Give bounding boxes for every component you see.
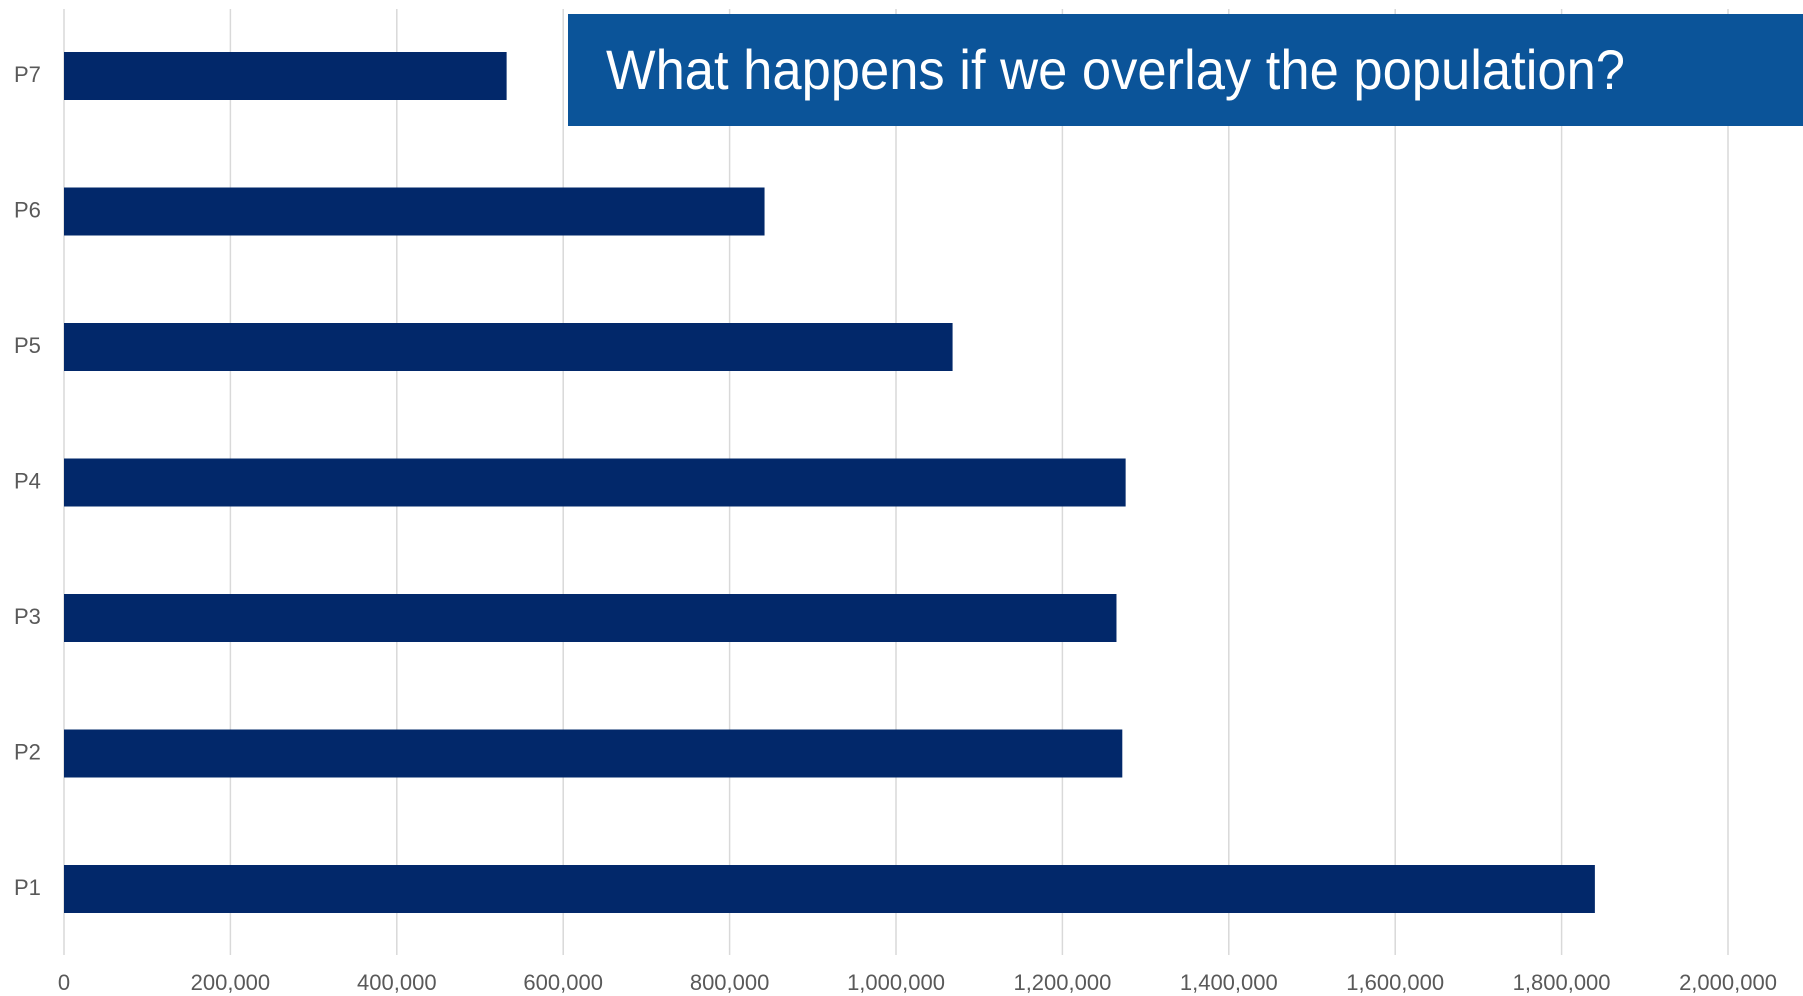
x-tick-label: 1,200,000	[1013, 970, 1111, 995]
x-tick-label: 1,400,000	[1180, 970, 1278, 995]
x-tick-label: 1,000,000	[847, 970, 945, 995]
x-tick-label: 600,000	[523, 970, 603, 995]
x-tick-label: 0	[58, 970, 70, 995]
bar	[64, 594, 1117, 642]
x-tick-label: 200,000	[191, 970, 271, 995]
bar	[64, 458, 1126, 507]
chart-title: What happens if we overlay the populatio…	[606, 38, 1625, 101]
bar	[64, 52, 507, 100]
bar	[64, 323, 953, 371]
x-tick-label: 1,600,000	[1346, 970, 1444, 995]
y-tick-label: P6	[14, 197, 41, 222]
y-tick-label: P7	[14, 62, 41, 87]
x-tick-label: 2,000,000	[1679, 970, 1777, 995]
y-tick-label: P1	[14, 875, 41, 900]
y-tick-label: P2	[14, 739, 41, 764]
bars	[64, 52, 1595, 913]
x-tick-label: 800,000	[690, 970, 770, 995]
bar	[64, 187, 765, 236]
y-tick-label: P4	[14, 468, 41, 493]
y-tick-label: P5	[14, 333, 41, 358]
x-tick-label: 1,800,000	[1513, 970, 1611, 995]
x-tick-label: 400,000	[357, 970, 437, 995]
y-tick-label: P3	[14, 604, 41, 629]
bar	[64, 865, 1595, 913]
title-box	[568, 14, 1803, 126]
bar	[64, 729, 1123, 778]
